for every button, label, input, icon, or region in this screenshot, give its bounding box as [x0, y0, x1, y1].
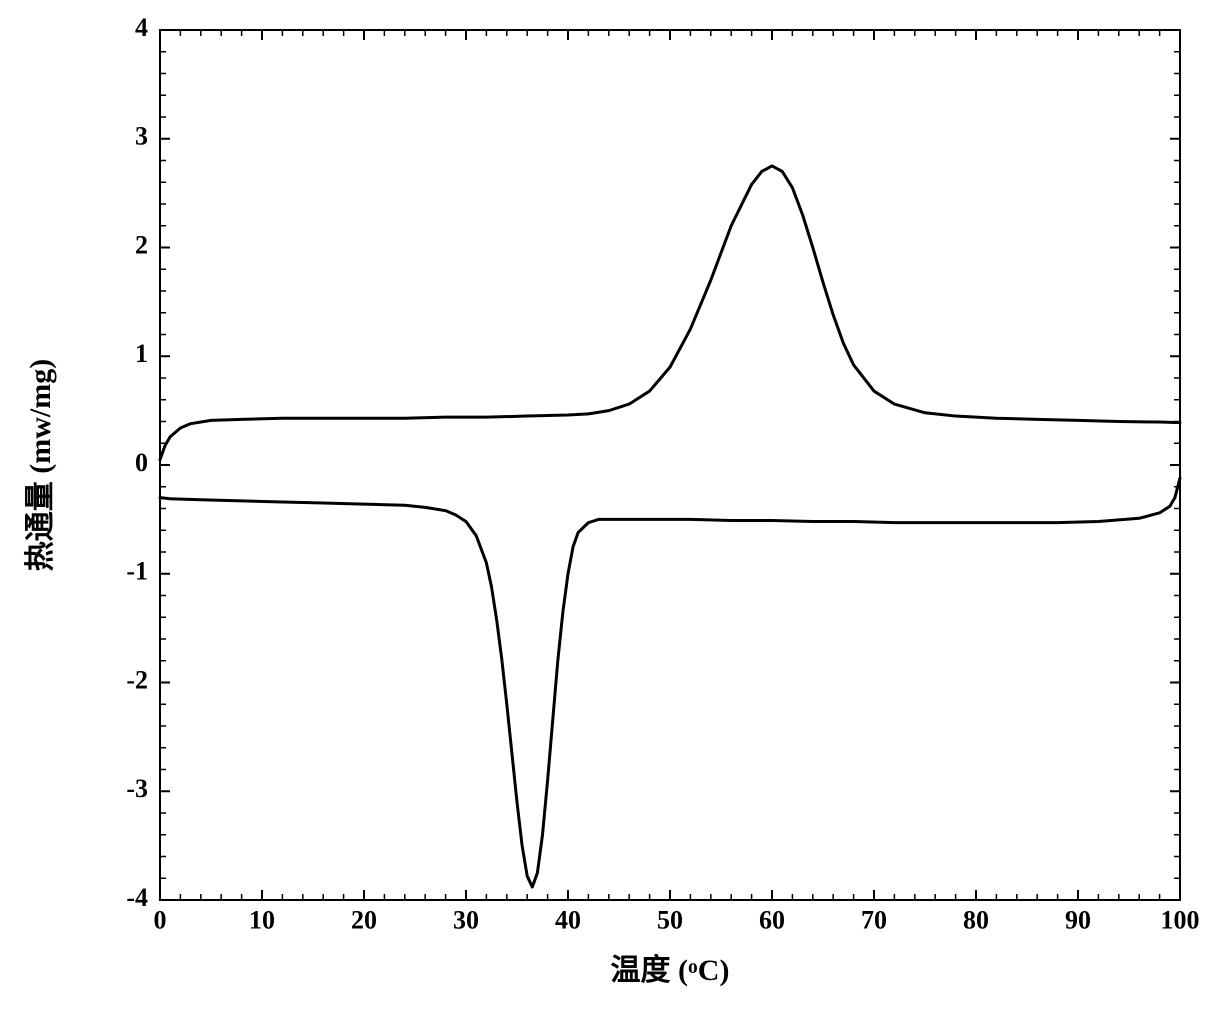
svg-text:30: 30	[453, 905, 479, 934]
x-axis-title: 温度 (oC)	[611, 954, 730, 987]
x-ticks-major-top	[160, 30, 1180, 40]
svg-text:100: 100	[1161, 905, 1200, 934]
svg-text:10: 10	[249, 905, 275, 934]
svg-text:温度 (oC): 温度 (oC)	[611, 954, 730, 987]
svg-text:50: 50	[657, 905, 683, 934]
svg-text:40: 40	[555, 905, 581, 934]
svg-text:3: 3	[135, 122, 148, 151]
svg-text:-4: -4	[126, 883, 148, 912]
svg-text:4: 4	[135, 13, 148, 42]
series-heating	[160, 166, 1180, 460]
svg-text:90: 90	[1065, 905, 1091, 934]
svg-text:2: 2	[135, 230, 148, 259]
series-cooling	[160, 478, 1180, 887]
svg-text:-1: -1	[126, 557, 148, 586]
svg-text:0: 0	[135, 448, 148, 477]
series-group	[160, 166, 1180, 887]
chart-svg: 0 10 20 30 40 50 60 70 80 90 100 -4 -3 -2 -1 0 1 2 3 4 温度 …	[0, 0, 1211, 1030]
svg-text:热通量 (mw/mg): 热通量 (mw/mg)	[24, 359, 57, 571]
y-axis-title: 热通量 (mw/mg)	[24, 359, 57, 571]
svg-text:0: 0	[154, 905, 167, 934]
svg-text:60: 60	[759, 905, 785, 934]
svg-text:-3: -3	[126, 774, 148, 803]
svg-text:70: 70	[861, 905, 887, 934]
svg-text:20: 20	[351, 905, 377, 934]
x-tick-labels: 0 10 20 30 40 50 60 70 80 90 100	[154, 905, 1200, 934]
plot-box	[160, 30, 1180, 900]
y-tick-labels: -4 -3 -2 -1 0 1 2 3 4	[126, 13, 148, 912]
svg-text:-2: -2	[126, 665, 148, 694]
svg-text:80: 80	[963, 905, 989, 934]
svg-text:1: 1	[135, 339, 148, 368]
x-ticks-major	[160, 890, 1180, 900]
dsc-chart: 0 10 20 30 40 50 60 70 80 90 100 -4 -3 -2 -1 0 1 2 3 4 温度 …	[0, 0, 1211, 1030]
